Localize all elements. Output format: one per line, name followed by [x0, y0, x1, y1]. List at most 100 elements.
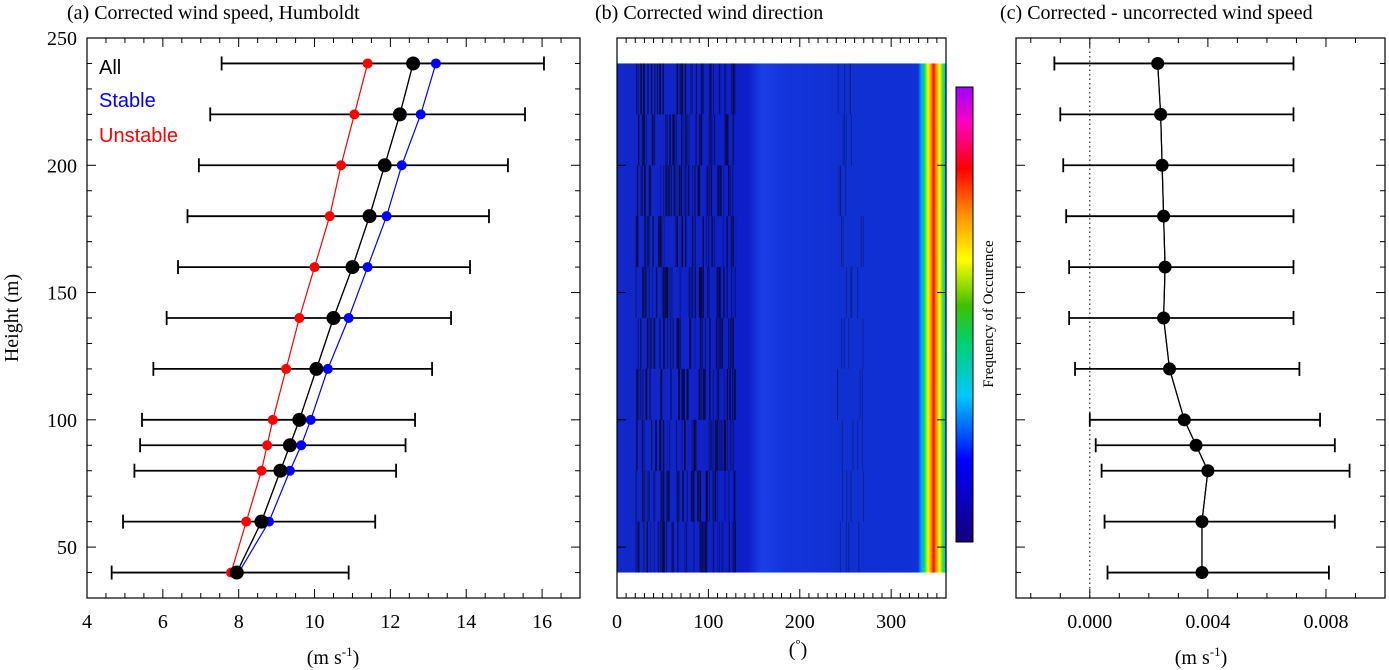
heatmap-streak — [688, 267, 690, 318]
heatmap-streak — [699, 470, 701, 522]
x-tick-label: 6 — [158, 611, 168, 633]
heatmap-streak — [734, 267, 736, 318]
heatmap-streak — [709, 419, 711, 471]
heatmap-streak — [638, 114, 640, 166]
heatmap-streak — [681, 114, 683, 166]
heatmap-streak — [646, 216, 648, 268]
data-point — [349, 109, 360, 120]
heatmap-streak — [698, 368, 701, 420]
heatmap-streak — [651, 267, 653, 318]
series-line — [238, 63, 437, 573]
heatmap-streak — [637, 216, 638, 268]
heatmap-streak — [726, 267, 728, 318]
panel-b-xlabel: (°) — [789, 636, 808, 661]
heatmap-streak — [862, 216, 864, 268]
heatmap-streak — [731, 419, 733, 471]
heatmap-streak — [692, 470, 695, 522]
heatmap-streak — [700, 63, 702, 115]
data-point — [282, 438, 297, 453]
heatmap-streak — [639, 318, 642, 369]
heatmap-streak — [661, 368, 663, 420]
heatmap-streak — [721, 419, 723, 471]
heatmap-streak — [724, 470, 726, 522]
panel-c-title: (c) Corrected - uncorrected wind speed — [1000, 2, 1313, 24]
heatmap-streak — [726, 368, 728, 420]
data-point — [256, 465, 267, 476]
data-point — [392, 107, 407, 122]
data-point — [396, 160, 407, 171]
heatmap-streak — [660, 216, 663, 268]
heatmap-streak — [682, 470, 684, 522]
heatmap-streak — [705, 521, 707, 573]
heatmap-streak — [718, 63, 720, 115]
heatmap-streak — [689, 318, 691, 369]
heatmap-streak — [694, 216, 696, 268]
heatmap-streak — [675, 419, 678, 471]
heatmap-streak — [659, 63, 661, 115]
heatmap-streak — [841, 216, 842, 268]
heatmap-streak — [845, 114, 847, 166]
heatmap-streak — [711, 114, 713, 166]
panel-a-xlabel: (m s-1) — [307, 644, 360, 669]
heatmap-streak — [837, 63, 839, 115]
heatmap-streak — [732, 165, 734, 217]
heatmap-streak — [688, 114, 690, 166]
heatmap-streak — [730, 318, 733, 369]
heatmap-streak — [707, 470, 708, 522]
heatmap-streak — [735, 216, 737, 268]
heatmap-streak — [676, 63, 679, 115]
heatmap-streak — [644, 216, 646, 268]
heatmap-streak — [848, 521, 850, 573]
heatmap-streak — [663, 267, 665, 318]
heatmap-streak — [731, 267, 733, 318]
heatmap-streak — [837, 368, 838, 420]
heatmap-streak — [661, 521, 663, 573]
heatmap-streak — [697, 165, 700, 217]
heatmap-streak — [709, 318, 711, 369]
heatmap-streak — [655, 419, 657, 471]
x-tick-label: 10 — [305, 611, 325, 633]
heatmap-streak — [722, 216, 724, 268]
data-point — [1189, 438, 1203, 452]
heatmap-streak — [635, 521, 637, 573]
heatmap-streak — [709, 114, 711, 166]
heatmap-streak — [694, 165, 696, 217]
heatmap-streak — [726, 114, 728, 166]
heatmap-streak — [691, 419, 694, 471]
panel-c: 0.000 0.004 0.008 — [1015, 37, 1386, 633]
heatmap-streak — [703, 368, 706, 420]
heatmap-streak — [857, 267, 859, 318]
heatmap-streak — [636, 419, 638, 471]
heatmap-streak — [657, 521, 659, 573]
data-point — [336, 160, 347, 171]
x-tick-label: 0 — [612, 611, 622, 633]
heatmap-field — [617, 63, 946, 573]
heatmap-streak — [709, 470, 710, 522]
heatmap-streak — [648, 216, 650, 268]
legend-stable: Stable — [99, 90, 156, 112]
data-point — [294, 313, 305, 323]
heatmap-streak — [682, 63, 684, 115]
heatmap-streak — [666, 114, 668, 166]
heatmap-streak — [651, 114, 653, 166]
data-point — [345, 260, 360, 275]
heatmap-streak — [670, 368, 672, 420]
heatmap-streak — [640, 63, 643, 115]
heatmap-streak — [642, 368, 644, 420]
heatmap-streak — [653, 318, 656, 369]
heatmap-streak — [660, 521, 662, 573]
heatmap-streak — [659, 216, 661, 268]
heatmap-streak — [733, 470, 735, 522]
heatmap-streak — [664, 267, 667, 318]
legend-unstable: Unstable — [99, 125, 178, 147]
heatmap-streak — [641, 470, 644, 522]
data-point — [229, 565, 244, 580]
heatmap-streak — [636, 165, 638, 217]
x-tick-label: 300 — [876, 611, 906, 633]
heatmap-streak — [652, 114, 654, 166]
heatmap-streak — [698, 267, 700, 318]
heatmap-streak — [662, 470, 665, 522]
heatmap-streak — [686, 368, 688, 420]
y-axis-label: Height (m) — [1, 274, 23, 362]
heatmap-streak — [662, 521, 664, 573]
